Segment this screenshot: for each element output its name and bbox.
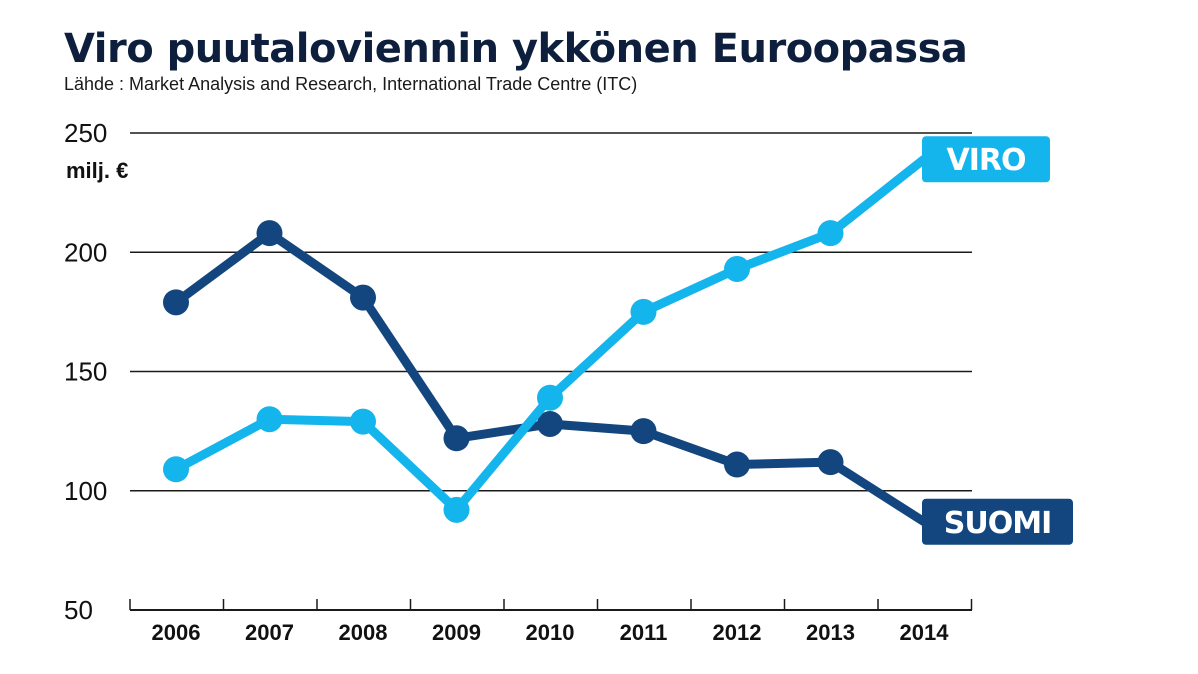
- y-tick-label: 150: [64, 357, 107, 387]
- x-tick-label: 2008: [339, 620, 388, 645]
- series-tag-label: SUOMI: [944, 506, 1052, 541]
- data-point: [817, 220, 844, 247]
- data-point: [537, 410, 563, 437]
- data-point: [350, 284, 376, 311]
- series-line: [171, 154, 929, 515]
- series-tag-box: [922, 136, 1050, 183]
- data-point: [630, 298, 657, 325]
- x-tick-label: 2010: [526, 620, 575, 645]
- data-point: [350, 408, 376, 435]
- y-tick-label: 50: [64, 595, 93, 625]
- series-tag-box: [922, 498, 1073, 545]
- y-axis-ticks: 50 100 150 200 250: [64, 118, 107, 625]
- x-tick-label: 2009: [432, 620, 481, 645]
- x-tick-label: 2006: [152, 620, 201, 645]
- series-tag-suomi: SUOMI: [922, 498, 1073, 545]
- series-suomi: [163, 220, 929, 527]
- x-tick-label: 2011: [620, 620, 668, 645]
- series-viro: [163, 154, 929, 523]
- data-point: [537, 384, 563, 411]
- x-tick-label: 2014: [900, 620, 950, 645]
- series-line: [171, 228, 929, 527]
- chart-title: Viro puutaloviennin ykkönen Euroopassa: [64, 26, 968, 72]
- x-tick-label: 2007: [245, 620, 294, 645]
- y-tick-label: 200: [64, 237, 107, 267]
- data-point: [163, 456, 189, 483]
- series-lines: [163, 154, 929, 527]
- x-axis: 2006 2007 2008 2009 2010 2011 2012 2013 2014: [129, 599, 973, 645]
- chart-source: Lähde : Market Analysis and Research, In…: [64, 74, 638, 94]
- data-point: [817, 449, 844, 476]
- data-point: [443, 496, 470, 523]
- data-point: [630, 418, 657, 445]
- series-tags: SUOMI VIRO: [922, 136, 1073, 545]
- x-tick-label: 2013: [806, 620, 855, 645]
- data-point: [724, 255, 750, 282]
- y-axis-unit-label: milj. €: [66, 158, 128, 183]
- data-point: [443, 425, 470, 452]
- gridlines: [130, 132, 972, 492]
- data-point: [163, 289, 189, 316]
- y-tick-label: 100: [64, 476, 107, 506]
- y-tick-label: 250: [64, 118, 107, 148]
- data-point: [724, 451, 750, 478]
- data-point: [256, 406, 283, 433]
- x-tick-label: 2012: [713, 620, 762, 645]
- series-tag-label: VIRO: [947, 143, 1026, 178]
- series-tag-viro: VIRO: [922, 136, 1050, 183]
- data-point: [256, 220, 283, 247]
